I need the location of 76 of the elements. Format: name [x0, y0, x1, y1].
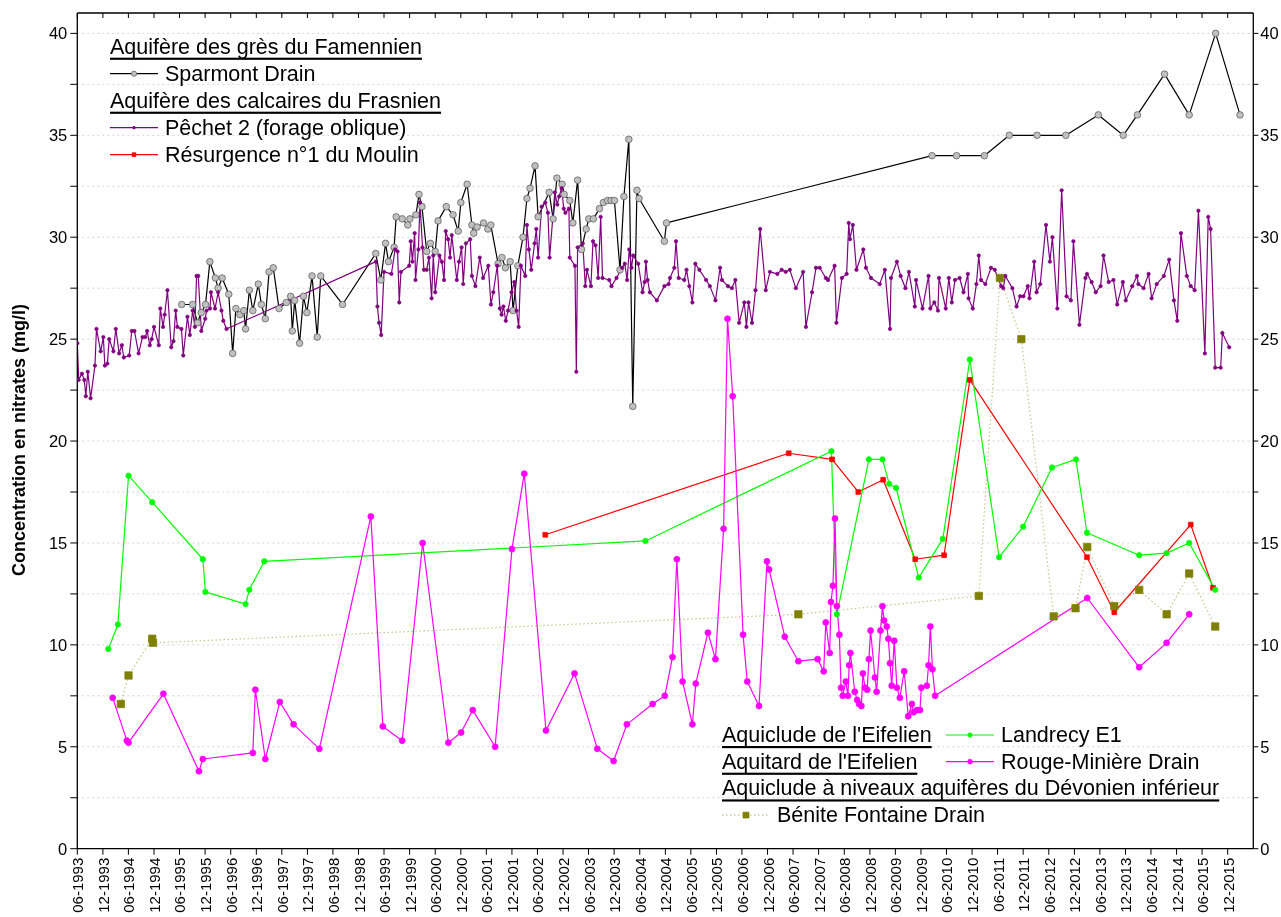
y-tick-label: 30 [48, 228, 68, 247]
x-tick-label: 06-1993 [68, 857, 86, 913]
x-tick-label: 06-2008 [835, 857, 853, 913]
x-tick-label: 06-2005 [682, 857, 700, 913]
x-tick-label: 12-2007 [810, 857, 828, 913]
x-tick-label: 06-2014 [1142, 857, 1160, 913]
x-tick-label: 06-2015 [1193, 857, 1211, 913]
x-tick-label: 12-1996 [247, 857, 265, 913]
x-tick-label: 12-2000 [452, 857, 470, 913]
y2-tick-label: 15 [1260, 533, 1279, 552]
legend-label: Sparmont Drain [165, 61, 316, 86]
x-tick-label: 06-2006 [733, 857, 751, 913]
x-tick-label: 06-1995 [170, 857, 188, 913]
legend-label: Rouge-Minière Drain [1001, 749, 1200, 774]
x-tick-label: 12-2009 [912, 857, 930, 913]
y2-tick-label: 25 [1260, 329, 1279, 348]
x-tick-label: 06-2001 [477, 857, 495, 913]
x-tick-label: 12-2006 [759, 857, 777, 913]
x-tick-label: 12-2002 [554, 857, 572, 913]
legend-label: Résurgence n°1 du Moulin [165, 142, 419, 167]
annotation: Aquifère des grès du Famennien [110, 34, 422, 59]
x-tick-label: 06-2013 [1091, 857, 1109, 913]
x-tick-label: 06-1999 [375, 857, 393, 913]
y-axis-title: Concentration en nitrates (mg/l) [9, 303, 29, 577]
annotation: Aquitard de l'Eifelien [722, 749, 918, 774]
legend-label: Landrecy E1 [1001, 723, 1122, 747]
x-tick-label: 12-1997 [298, 857, 316, 913]
x-tick-label: 06-2004 [631, 857, 649, 913]
annotation: Aquifère des calcaires du Frasnien [110, 88, 442, 113]
x-tick-label: 12-2005 [707, 857, 725, 913]
x-tick-label: 12-1993 [94, 857, 112, 913]
x-tick-label: 12-1995 [196, 857, 214, 913]
x-tick-label: 06-1997 [273, 857, 291, 913]
y-tick-label: 20 [48, 431, 68, 450]
y-tick-label: 25 [48, 329, 68, 348]
y-tick-label: 5 [58, 737, 68, 756]
x-tick-label: 12-2013 [1117, 857, 1134, 913]
x-tick-label: 06-1998 [324, 857, 342, 913]
legend-label: Bénite Fontaine Drain [777, 803, 985, 828]
x-tick-label: 06-2007 [784, 857, 802, 913]
x-tick-label: 06-2003 [580, 857, 598, 913]
x-tick-label: 12-2014 [1168, 857, 1186, 913]
y-tick-label: 10 [48, 635, 68, 654]
legend-label: Pêchet 2 (forage oblique) [165, 115, 407, 140]
x-tick-label: 06-2012 [1040, 857, 1058, 913]
y-tick-label: 40 [48, 24, 68, 43]
y2-tick-label: 35 [1260, 126, 1279, 145]
x-tick-label: 12-2004 [656, 857, 674, 913]
x-tick-label: 12-1999 [401, 857, 419, 913]
y-tick-label: 0 [58, 839, 68, 858]
y2-tick-label: 10 [1260, 635, 1279, 654]
annotation: Aquiclude à niveaux aquifères du Dévonien inférieur [722, 776, 1220, 801]
y2-tick-label: 30 [1260, 228, 1279, 247]
x-tick-label: 06-2010 [937, 857, 955, 913]
x-tick-label: 12-2015 [1219, 857, 1237, 913]
y2-tick-label: 20 [1260, 431, 1279, 450]
x-tick-label: 12-2003 [605, 857, 623, 913]
x-tick-label: 06-2002 [528, 857, 546, 913]
x-tick-label: 12-1998 [350, 857, 368, 913]
x-tick-label: 12-2011 [1014, 857, 1032, 912]
x-tick-label: 06-1994 [119, 857, 137, 913]
annotation: Aquiclude de l'Eifelien [722, 723, 932, 747]
y-tick-label: 35 [48, 126, 68, 145]
x-tick-label: 12-2008 [861, 857, 879, 913]
y2-tick-label: 40 [1260, 24, 1279, 43]
x-tick-label: 06-2011 [989, 857, 1007, 912]
x-tick-label: 06-1996 [222, 857, 240, 913]
x-tick-label: 12-1994 [145, 857, 163, 913]
x-tick-label: 06-2009 [886, 857, 904, 913]
x-tick-label: 12-2012 [1065, 857, 1083, 913]
x-tick-label: 06-2000 [426, 857, 444, 913]
y2-tick-label: 5 [1260, 737, 1270, 756]
y-tick-label: 15 [48, 533, 68, 552]
x-tick-label: 12-2010 [963, 857, 981, 913]
y2-tick-label: 0 [1260, 839, 1270, 858]
x-tick-label: 12-2001 [503, 857, 521, 913]
